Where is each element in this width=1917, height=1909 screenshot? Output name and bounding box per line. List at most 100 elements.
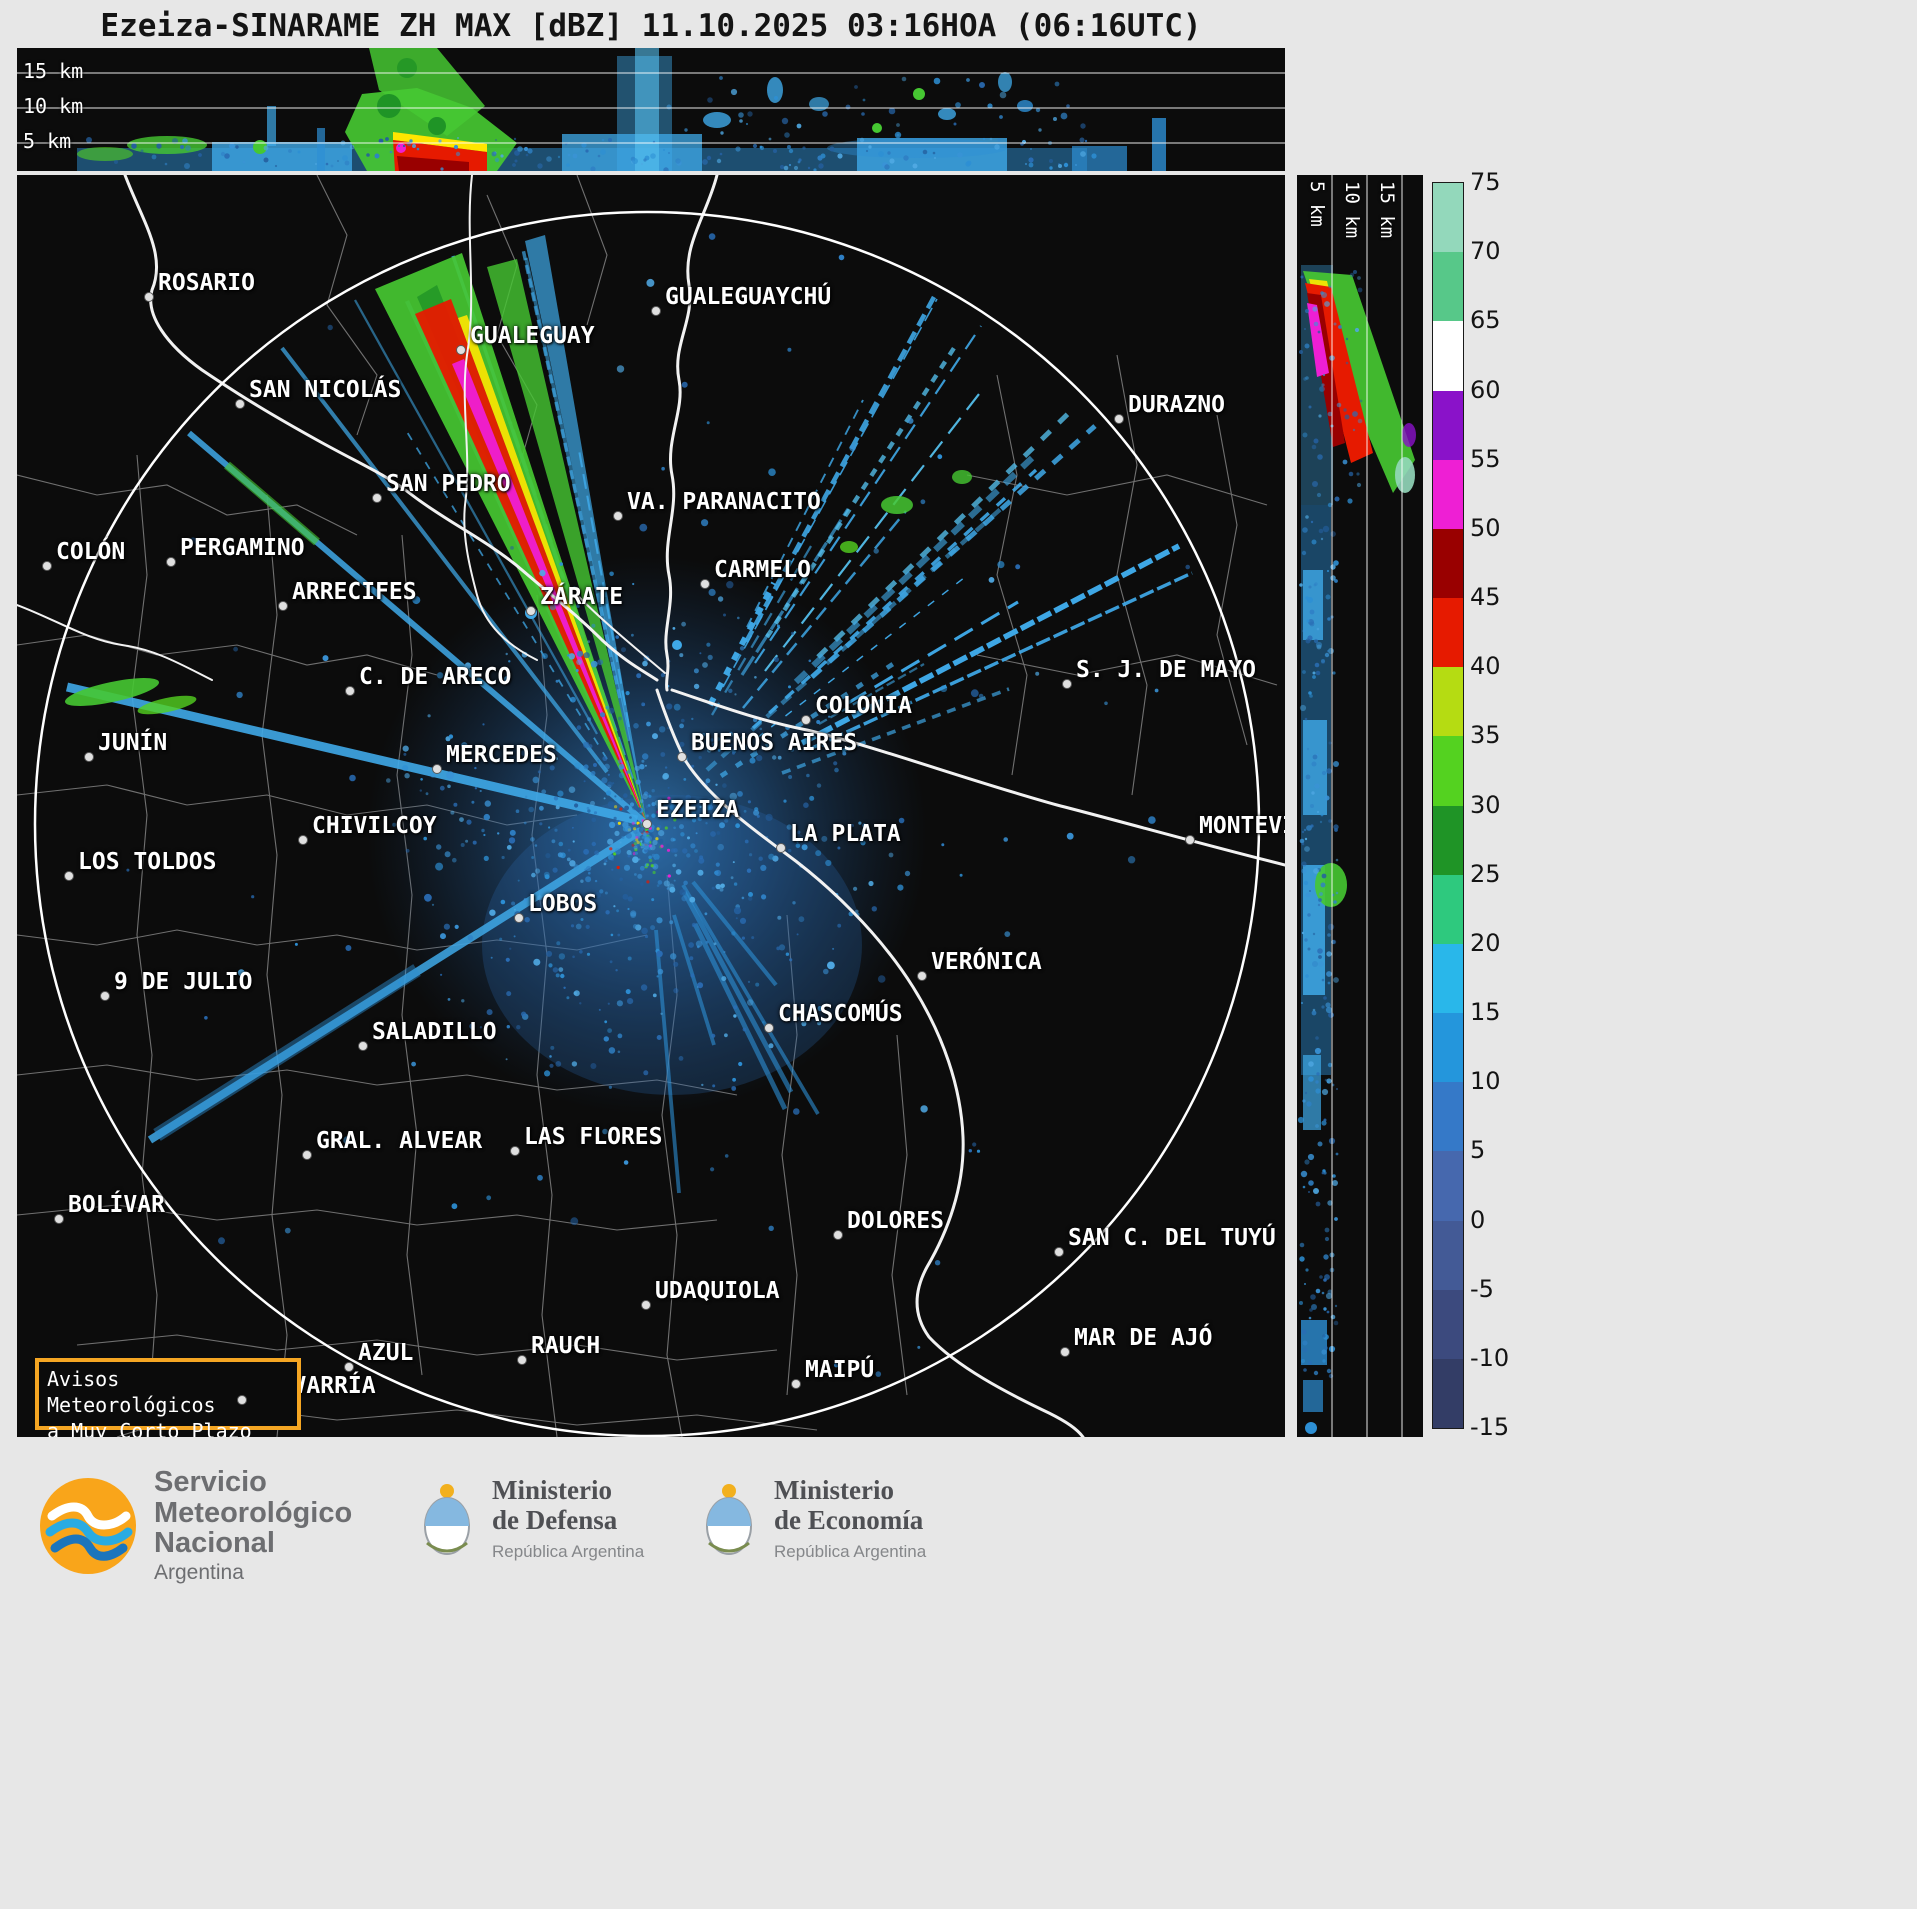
colorbar-tick-35: 35 [1470, 721, 1501, 750]
city-label-saladillo: SALADILLO [372, 1019, 497, 1045]
ns-height-gridlines [1331, 175, 1403, 1437]
colorbar-tick-5: 5 [1470, 1136, 1486, 1165]
colorbar-tick--10: -10 [1470, 1343, 1510, 1372]
radar-map-graphic [17, 175, 1285, 1437]
page-title: Ezeiza-SINARAME ZH MAX [dBZ] 11.10.2025 … [100, 8, 1202, 44]
colorbar-segment--15--10 [1433, 1358, 1463, 1429]
smn-line-2: Meteorológico [154, 1496, 353, 1529]
colorbar-tick-50: 50 [1470, 513, 1501, 542]
colorbar-tick-70: 70 [1470, 237, 1501, 266]
ns-label-10km: 10 km [1341, 181, 1363, 239]
colorbar-tick-55: 55 [1470, 444, 1501, 473]
ew-cross-section-graphic [17, 48, 1285, 171]
smn-logo-group: Servicio Meteorológico Nacional Argentin… [38, 1467, 352, 1584]
colorbar-tick-60: 60 [1470, 375, 1501, 404]
warning-line-2: a Muy Corto Plazo [47, 1419, 252, 1437]
colorbar-segment-35-40 [1433, 667, 1463, 737]
ns-cross-section-panel: 5 km 10 km 15 km [1297, 175, 1423, 1437]
colorbar-segment-30-35 [1433, 736, 1463, 806]
city-label-gualeguaych-: GUALEGUAYCHÚ [665, 284, 832, 310]
city-label-san-pedro: SAN PEDRO [386, 471, 511, 497]
defensa-subtitle: República Argentina [492, 1542, 645, 1562]
colorbar-segment-25-30 [1433, 805, 1463, 875]
city-labels-layer: ROSARIO GUALEGUAYCHÚ GUALEGUAY SAN NICOLÁS D… [17, 175, 1285, 1437]
colorbar-tick-65: 65 [1470, 306, 1501, 335]
city-label-mercedes: MERCEDES [446, 742, 557, 768]
smn-line-1: Servicio [154, 1466, 267, 1498]
city-label-gral-alvear: GRAL. ALVEAR [316, 1128, 483, 1154]
city-label-ezeiza: EZEIZA [656, 797, 740, 823]
city-label-carmelo: CARMELO [714, 557, 811, 583]
economia-crest-icon [706, 1483, 752, 1555]
colorbar-segment-0-5 [1433, 1151, 1463, 1221]
defensa-crest-icon [424, 1483, 470, 1555]
dbz-colorbar [1432, 182, 1464, 1429]
colorbar-tick-20: 20 [1470, 928, 1501, 957]
economia-logo-group: Ministerio de Economía República Argenti… [700, 1475, 926, 1562]
ew-label-5km: 5 km [23, 129, 72, 153]
city-label-c-de-areco: C. DE ARECO [359, 664, 512, 690]
smn-wordmark: Servicio Meteorológico Nacional Argentin… [154, 1467, 352, 1584]
colorbar-tick-0: 0 [1470, 1205, 1486, 1234]
smn-line-3: Nacional [154, 1527, 275, 1560]
colorbar-segment-50-55 [1433, 459, 1463, 529]
colorbar-segment-60-65 [1433, 321, 1463, 391]
city-label-jun-n: JUNÍN [98, 730, 168, 756]
city-label-gualeguay: GUALEGUAY [470, 323, 595, 349]
map-panel: ROSARIO GUALEGUAYCHÚ GUALEGUAY SAN NICOLÁS D… [17, 175, 1285, 1437]
smn-country: Argentina [154, 1561, 244, 1585]
city-label-bol-var: BOLÍVAR [68, 1192, 165, 1218]
city-label-san-c-del-tuy-: SAN C. DEL TUYÚ [1068, 1225, 1276, 1251]
warning-line-1: Avisos Meteorológicos [47, 1367, 216, 1417]
colorbar-segment-70-75 [1433, 183, 1463, 253]
colorbar-segment-15-20 [1433, 943, 1463, 1014]
city-label-durazno: DURAZNO [1128, 392, 1225, 418]
colorbar-segment-65-70 [1433, 252, 1463, 322]
colorbar-tick-40: 40 [1470, 652, 1501, 681]
ew-cross-section-panel: 15 km 10 km 5 km [17, 48, 1285, 171]
city-label-la-plata: LA PLATA [790, 821, 901, 847]
economia-subtitle: República Argentina [774, 1542, 927, 1562]
ns-cross-section-graphic [1297, 175, 1416, 1437]
city-label-chivilcoy: CHIVILCOY [312, 813, 437, 839]
ns-echoes [1297, 265, 1416, 1434]
colorbar-segment--10--5 [1433, 1289, 1463, 1359]
colorbar-segment-5-10 [1433, 1082, 1463, 1152]
colorbar-tick-10: 10 [1470, 1067, 1501, 1096]
footer: Servicio Meteorológico Nacional Argentin… [0, 1437, 1917, 1909]
colorbar-tick--15: -15 [1470, 1413, 1510, 1441]
colorbar-tick-75: 75 [1470, 168, 1501, 196]
ew-label-15km: 15 km [23, 59, 84, 83]
ew-height-gridlines [17, 72, 1285, 144]
defensa-logo-group: Ministerio de Defensa República Argentin… [418, 1475, 644, 1562]
city-label-lobos: LOBOS [528, 891, 598, 917]
colorbar-segment-55-60 [1433, 390, 1463, 460]
city-label-mar-de-aj-: MAR DE AJÓ [1074, 1325, 1213, 1351]
ns-label-15km: 15 km [1376, 181, 1398, 239]
city-label-dolores: DOLORES [847, 1208, 944, 1234]
city-label-los-toldos: LOS TOLDOS [78, 849, 217, 875]
city-label-san-nicol-s: SAN NICOLÁS [249, 377, 402, 403]
colorbar-tick-30: 30 [1470, 790, 1501, 819]
dbz-colorbar-ticks: 75 70 65 60 55 50 45 40 35 30 25 20 15 10 5 0 -5 -10 -15 [1470, 168, 1560, 1441]
city-label-ver-nica: VERÓNICA [931, 949, 1042, 975]
defensa-line-2: de Defensa [492, 1505, 618, 1536]
colorbar-tick-45: 45 [1470, 583, 1501, 611]
colorbar-tick--5: -5 [1470, 1274, 1494, 1303]
city-label-9-de-julio: 9 DE JULIO [114, 969, 253, 995]
city-label-maip-: MAIPÚ [805, 1357, 875, 1383]
city-label-va-paranacito: VA. PARANACITO [627, 489, 821, 515]
city-label-buenos-aires: BUENOS AIRES [691, 730, 858, 756]
city-label-las-flores: LAS FLORES [524, 1124, 663, 1150]
city-label-colonia: COLONIA [815, 693, 912, 719]
city-label-arrecifes: ARRECIFES [292, 579, 417, 605]
warning-box: Avisos Meteorológicos a Muy Corto Plazo [35, 1358, 301, 1437]
city-label-rauch: RAUCH [531, 1333, 601, 1359]
economia-line-1: Ministerio [774, 1475, 894, 1505]
colorbar-tick-25: 25 [1470, 859, 1501, 888]
city-label-azul: AZUL [358, 1340, 414, 1366]
colorbar-segment-10-15 [1433, 1013, 1463, 1083]
defensa-wordmark: Ministerio de Defensa República Argentin… [492, 1475, 644, 1562]
colorbar-tick-15: 15 [1470, 998, 1501, 1026]
economia-line-2: de Economía [774, 1505, 924, 1536]
